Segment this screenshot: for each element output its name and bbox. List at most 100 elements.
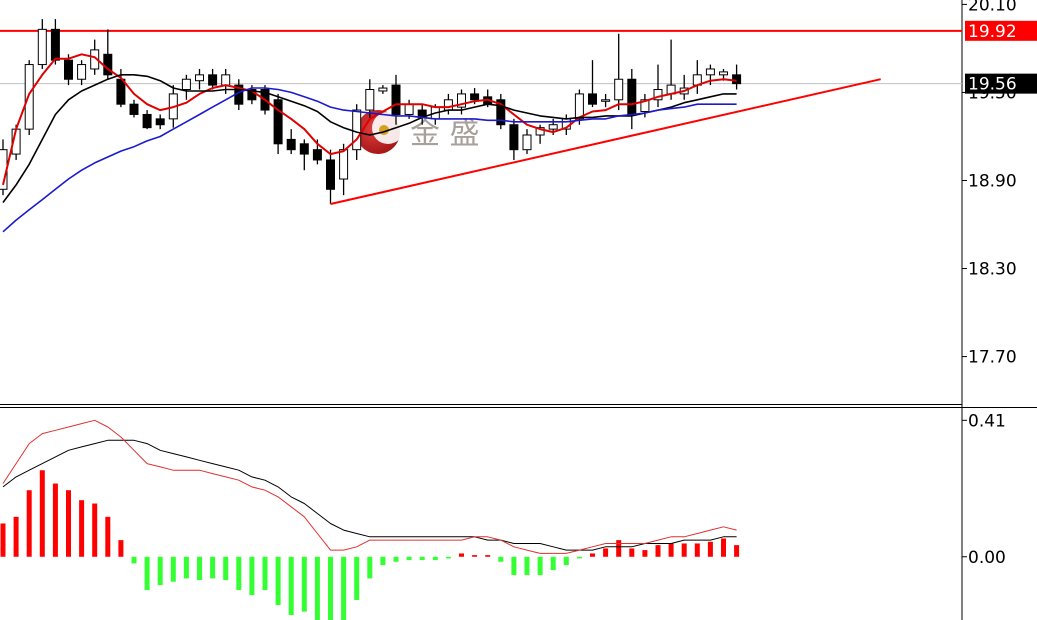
candle-body: [37, 28, 47, 66]
candle-body: [732, 74, 742, 85]
candle-body: [90, 49, 100, 70]
candle-body: [588, 93, 597, 105]
macd-bar: [576, 556, 582, 559]
y-tick-label: 18.90: [968, 171, 1017, 191]
macd-bar: [52, 483, 58, 557]
macd-bar: [157, 556, 163, 586]
macd-bar: [629, 548, 635, 557]
macd-bar: [210, 556, 216, 579]
macd-bar: [563, 556, 569, 566]
macd-bar: [721, 538, 726, 557]
macd-bar: [459, 553, 464, 557]
macd-bar: [26, 490, 32, 557]
macd-bar: [681, 543, 687, 557]
candle-body: [548, 124, 558, 130]
macd-bar: [406, 556, 412, 561]
macd-bar: [328, 556, 333, 620]
macd-bar: [314, 556, 320, 620]
macd-bar: [183, 556, 189, 579]
line-series: [2, 87, 737, 233]
macd-bar: [707, 541, 713, 557]
macd-bar: [655, 545, 661, 557]
candle-body: [365, 89, 375, 111]
line-series: [2, 53, 737, 186]
candle-body: [404, 103, 414, 115]
y-tick-label: 0.41: [968, 411, 1006, 431]
macd-bar: [79, 500, 85, 557]
price-label: 19.92: [968, 22, 1017, 42]
macd-bar: [485, 555, 491, 557]
macd-bar: [197, 556, 202, 581]
candle-body: [77, 64, 87, 80]
candle-body: [116, 78, 126, 105]
macd-bar: [118, 540, 124, 557]
macd-bar: [603, 548, 609, 557]
macd-bar: [13, 516, 19, 557]
macd-bar: [170, 556, 176, 582]
candle-body: [195, 74, 204, 82]
candle-body: [719, 71, 728, 76]
candle-body: [378, 87, 388, 92]
line-series: [2, 74, 737, 203]
macd-bar: [354, 556, 360, 601]
line-series: [2, 419, 737, 554]
candle-body: [640, 99, 650, 113]
candle-body: [653, 89, 663, 101]
macd-bar: [144, 556, 150, 591]
trend-line: [330, 78, 881, 205]
candle-body: [535, 127, 545, 136]
y-tick-label: 18.30: [968, 260, 1017, 280]
candle-body: [129, 103, 139, 115]
macd-bar: [236, 556, 242, 591]
candle-body: [142, 113, 152, 129]
candle-body: [339, 149, 349, 180]
candle-body: [391, 84, 401, 115]
macd-bar: [524, 556, 530, 576]
macd-bar: [249, 556, 255, 596]
candle-body: [286, 138, 296, 151]
candle-body: [64, 59, 73, 80]
y-tick-label: 20.10: [968, 0, 1017, 15]
candle-body: [24, 64, 34, 130]
candle-body: [312, 149, 322, 161]
candle-body: [509, 124, 519, 151]
macd-bar: [0, 523, 6, 557]
macd-bar: [131, 556, 137, 564]
candle-body: [50, 28, 60, 61]
price-label-box: [965, 73, 1037, 94]
candle-body: [457, 93, 466, 108]
macd-bar: [223, 556, 229, 581]
candle-body: [221, 74, 231, 86]
macd-bar: [498, 556, 504, 562]
macd-bar: [590, 553, 595, 557]
macd-bar: [393, 556, 399, 562]
price-label-box: [965, 20, 1037, 41]
candle-body: [470, 93, 480, 101]
y-tick-label: 17.70: [968, 348, 1017, 368]
right-axis: 20.1019.5018.9018.3017.7019.9219.560.410…: [962, 0, 1037, 568]
macd-plot: [0, 419, 740, 620]
candle-body: [627, 78, 637, 115]
y-tick-label: 0.00: [968, 548, 1006, 568]
candle-body: [574, 93, 584, 120]
line-series: [2, 439, 737, 551]
macd-bar: [380, 556, 386, 566]
candle-body: [181, 78, 191, 91]
candle-body: [273, 99, 283, 145]
macd-bar: [734, 545, 740, 557]
candle-body: [522, 134, 532, 151]
candle-body: [155, 118, 165, 126]
macd-bar: [39, 470, 45, 557]
macd-bar: [66, 490, 71, 557]
macd-bar: [537, 556, 543, 576]
macd-bar: [511, 556, 517, 576]
macd-bar: [445, 556, 451, 559]
macd-bar: [92, 503, 98, 557]
macd-bar: [472, 555, 478, 557]
candle-body: [299, 143, 309, 155]
macd-bar: [367, 556, 373, 579]
macd-bar: [694, 543, 700, 557]
candle-body: [326, 159, 335, 190]
